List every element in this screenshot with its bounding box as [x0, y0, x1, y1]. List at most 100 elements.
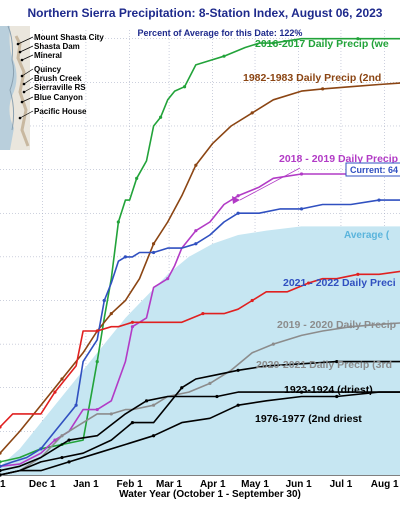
x-tick-label: Jul 1 [330, 479, 353, 490]
data-point [74, 403, 78, 407]
x-tick-label: Mar 1 [156, 479, 183, 490]
x-tick-label: Aug 1 [371, 479, 399, 490]
data-point [95, 407, 99, 412]
data-point [39, 447, 43, 451]
data-point [356, 272, 360, 276]
data-point [135, 176, 139, 180]
data-point [130, 325, 135, 329]
data-point [102, 298, 106, 303]
data-point [151, 403, 156, 407]
data-point [151, 434, 156, 438]
x-tick-label: May 1 [241, 479, 269, 490]
data-point [299, 390, 304, 394]
data-point [151, 242, 156, 246]
series-label-3: 2018 - 2019 Daily Precip [279, 153, 398, 165]
data-point [306, 281, 311, 285]
data-point [95, 359, 99, 364]
station-map: Mount Shasta City Shasta Dam Mineral Qui… [0, 25, 104, 150]
station-label-6: Sierraville RS [34, 83, 86, 92]
series-label-8: 1976-1977 (2nd driest [255, 413, 362, 425]
series-line-1 [0, 37, 400, 463]
average-band [0, 226, 400, 475]
data-point [250, 298, 254, 303]
series-line-8 [0, 391, 400, 472]
series-label-4: 2021 - 2022 Daily Preci [283, 277, 396, 289]
data-point [67, 460, 71, 464]
station-label-7: Blue Canyon [34, 93, 83, 102]
data-point [208, 381, 212, 385]
current-box [345, 162, 400, 177]
station-pointer [19, 45, 34, 53]
series-line-9 [0, 391, 400, 476]
map-mountain-ridge [14, 35, 30, 147]
station-pointer [23, 77, 34, 85]
data-point [116, 220, 120, 224]
x-tick-label: Jan 1 [73, 479, 99, 490]
data-point [130, 421, 135, 425]
data-point [182, 85, 187, 89]
data-point [271, 342, 275, 346]
data-point [215, 394, 219, 399]
data-point [53, 438, 57, 442]
data-point [335, 394, 339, 399]
data-point [349, 325, 353, 329]
series-line-4 [0, 199, 400, 468]
data-point [250, 111, 254, 115]
data-point [159, 115, 163, 119]
station-dot [20, 58, 24, 62]
series-line-2 [0, 82, 400, 454]
series-label-5: 2019 - 2020 Daily Precip [277, 319, 396, 331]
series-label-7: 1923-1924 (driest) [284, 384, 373, 396]
data-point [60, 434, 64, 438]
data-point [194, 229, 198, 233]
data-point [194, 242, 198, 246]
data-point [130, 320, 135, 324]
data-point [271, 41, 275, 45]
station-pointer [21, 68, 34, 77]
station-label-4: Quincy [34, 65, 62, 74]
data-point [144, 399, 149, 403]
data-point [151, 250, 156, 255]
station-dot [16, 42, 20, 46]
data-point [166, 277, 170, 281]
x-tick-label: Jun 1 [286, 479, 313, 490]
data-point [0, 469, 2, 473]
data-point [180, 386, 184, 390]
data-point [321, 87, 325, 91]
data-point [60, 377, 64, 381]
data-point [0, 425, 2, 429]
data-point [123, 255, 127, 259]
data-point [236, 368, 240, 372]
data-point [0, 464, 2, 468]
series-label-1: 2016-2017 Daily Precip (we [255, 38, 389, 50]
station-dot [22, 82, 26, 86]
data-point [53, 390, 57, 394]
station-dot [20, 100, 24, 104]
average-label: Average ( [344, 230, 390, 241]
data-point [194, 163, 198, 167]
chart-subtitle: Percent of Average for this Date: 122% [138, 28, 303, 38]
series-labels: 2016-2017 Daily Precip (we 1982-1983 Dail… [243, 38, 398, 425]
station-pointer [17, 36, 34, 45]
data-point [0, 460, 2, 464]
x-tick-label: Apr 1 [200, 479, 226, 490]
data-point [0, 473, 2, 477]
data-point [236, 403, 240, 407]
station-pointers [16, 36, 34, 120]
data-point [0, 451, 2, 455]
station-dot [18, 116, 22, 120]
current-marker-icon [232, 196, 240, 204]
station-pointer [21, 54, 34, 61]
station-label-2: Shasta Dam [34, 42, 80, 51]
series-line-5 [0, 270, 400, 428]
map-coastline [7, 25, 15, 131]
data-point [236, 211, 240, 215]
data-point [236, 194, 240, 198]
station-label-3: Mineral [34, 51, 62, 60]
x-axis-ticks: Dec 1 Jan 1 Feb 1 Mar 1 Apr 1 May 1 Jun 1 Jul 1… [0, 479, 399, 490]
data-point [299, 207, 304, 211]
data-point [109, 311, 113, 316]
data-point [60, 455, 64, 460]
station-dot [18, 50, 22, 54]
